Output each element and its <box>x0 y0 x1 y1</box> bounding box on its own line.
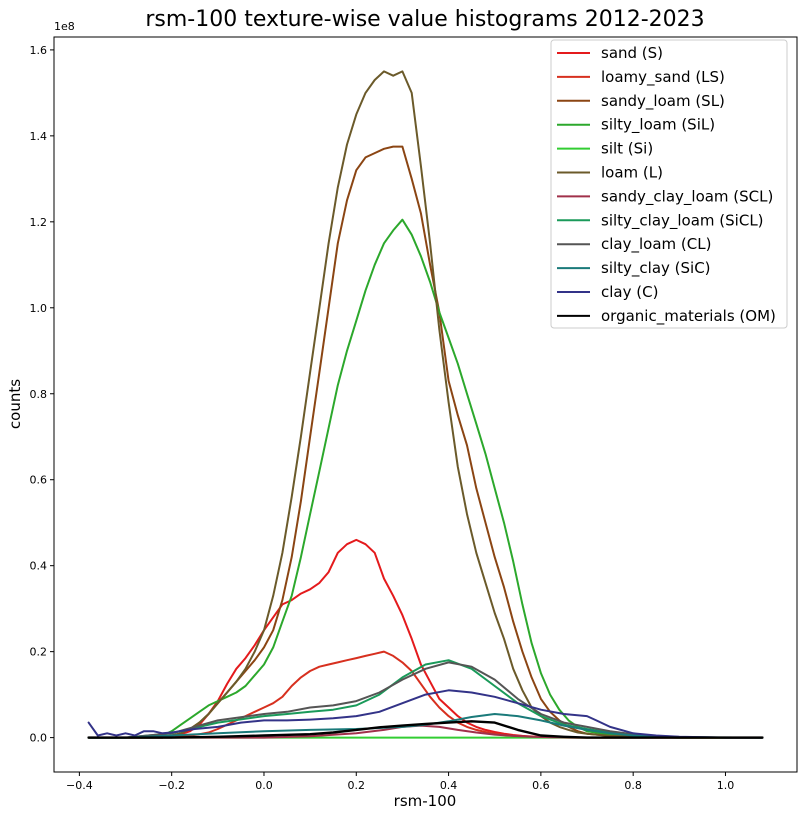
legend-label-9: silty_clay (SiC) <box>601 259 711 278</box>
plot-lines <box>87 70 764 739</box>
legend-label-11: organic_materials (OM) <box>601 307 776 326</box>
y-tick-label: 0.6 <box>30 474 48 487</box>
x-tick-label: 0.0 <box>255 779 273 792</box>
legend-label-8: clay_loam (CL) <box>601 235 711 254</box>
y-tick-label: 0.2 <box>30 646 48 659</box>
legend-label-5: loam (L) <box>601 164 663 182</box>
legend-label-4: silt (Si) <box>601 140 653 158</box>
legend-label-0: sand (S) <box>601 44 663 62</box>
series-line-3 <box>87 218 764 739</box>
y-axis-label: counts <box>6 379 24 429</box>
y-tick-label: 0.8 <box>30 388 48 401</box>
y-tick-label: 1.0 <box>30 302 48 315</box>
y-tick-label: 1.6 <box>30 44 48 57</box>
x-tick-label: 0.2 <box>348 779 366 792</box>
legend-label-6: sandy_clay_loam (SCL) <box>601 187 773 206</box>
y-tick-label: 1.2 <box>30 216 48 229</box>
series-line-11 <box>87 720 764 739</box>
legend-label-2: sandy_loam (SL) <box>601 92 725 111</box>
legend: sand (S) loamy_sand (LS) sandy_loam (SL) si… <box>550 39 788 329</box>
series-line-10 <box>87 689 764 739</box>
legend-label-1: loamy_sand (LS) <box>601 68 725 87</box>
legend-label-3: silty_loam (SiL) <box>601 116 715 135</box>
legend-label-7: silty_clay_loam (SiCL) <box>601 211 764 230</box>
x-axis-ticks: −0.4 −0.2 0.0 0.2 0.4 0.6 0.8 1.0 <box>66 772 734 792</box>
x-tick-label: 0.8 <box>624 779 642 792</box>
y-tick-label: 0.4 <box>30 560 48 573</box>
y-tick-label: 1.4 <box>30 130 48 143</box>
y-scale-label: 1e8 <box>54 20 75 33</box>
x-tick-label: −0.2 <box>158 779 185 792</box>
chart-title: rsm-100 texture-wise value histograms 20… <box>145 7 704 32</box>
y-tick-label: 0.0 <box>30 732 48 745</box>
axes-frame <box>53 36 798 773</box>
x-tick-label: 1.0 <box>717 779 735 792</box>
x-tick-label: −0.4 <box>66 779 93 792</box>
series-line-9 <box>87 713 764 739</box>
x-axis-label: rsm-100 <box>394 792 457 810</box>
y-axis-ticks: 0.0 0.2 0.4 0.6 0.8 1.0 1.2 1.4 1.6 <box>30 44 54 745</box>
legend-box <box>550 39 788 329</box>
x-tick-label: 0.4 <box>440 779 458 792</box>
legend-label-10: clay (C) <box>601 283 658 301</box>
x-tick-label: 0.6 <box>532 779 550 792</box>
series-line-5 <box>87 70 764 739</box>
